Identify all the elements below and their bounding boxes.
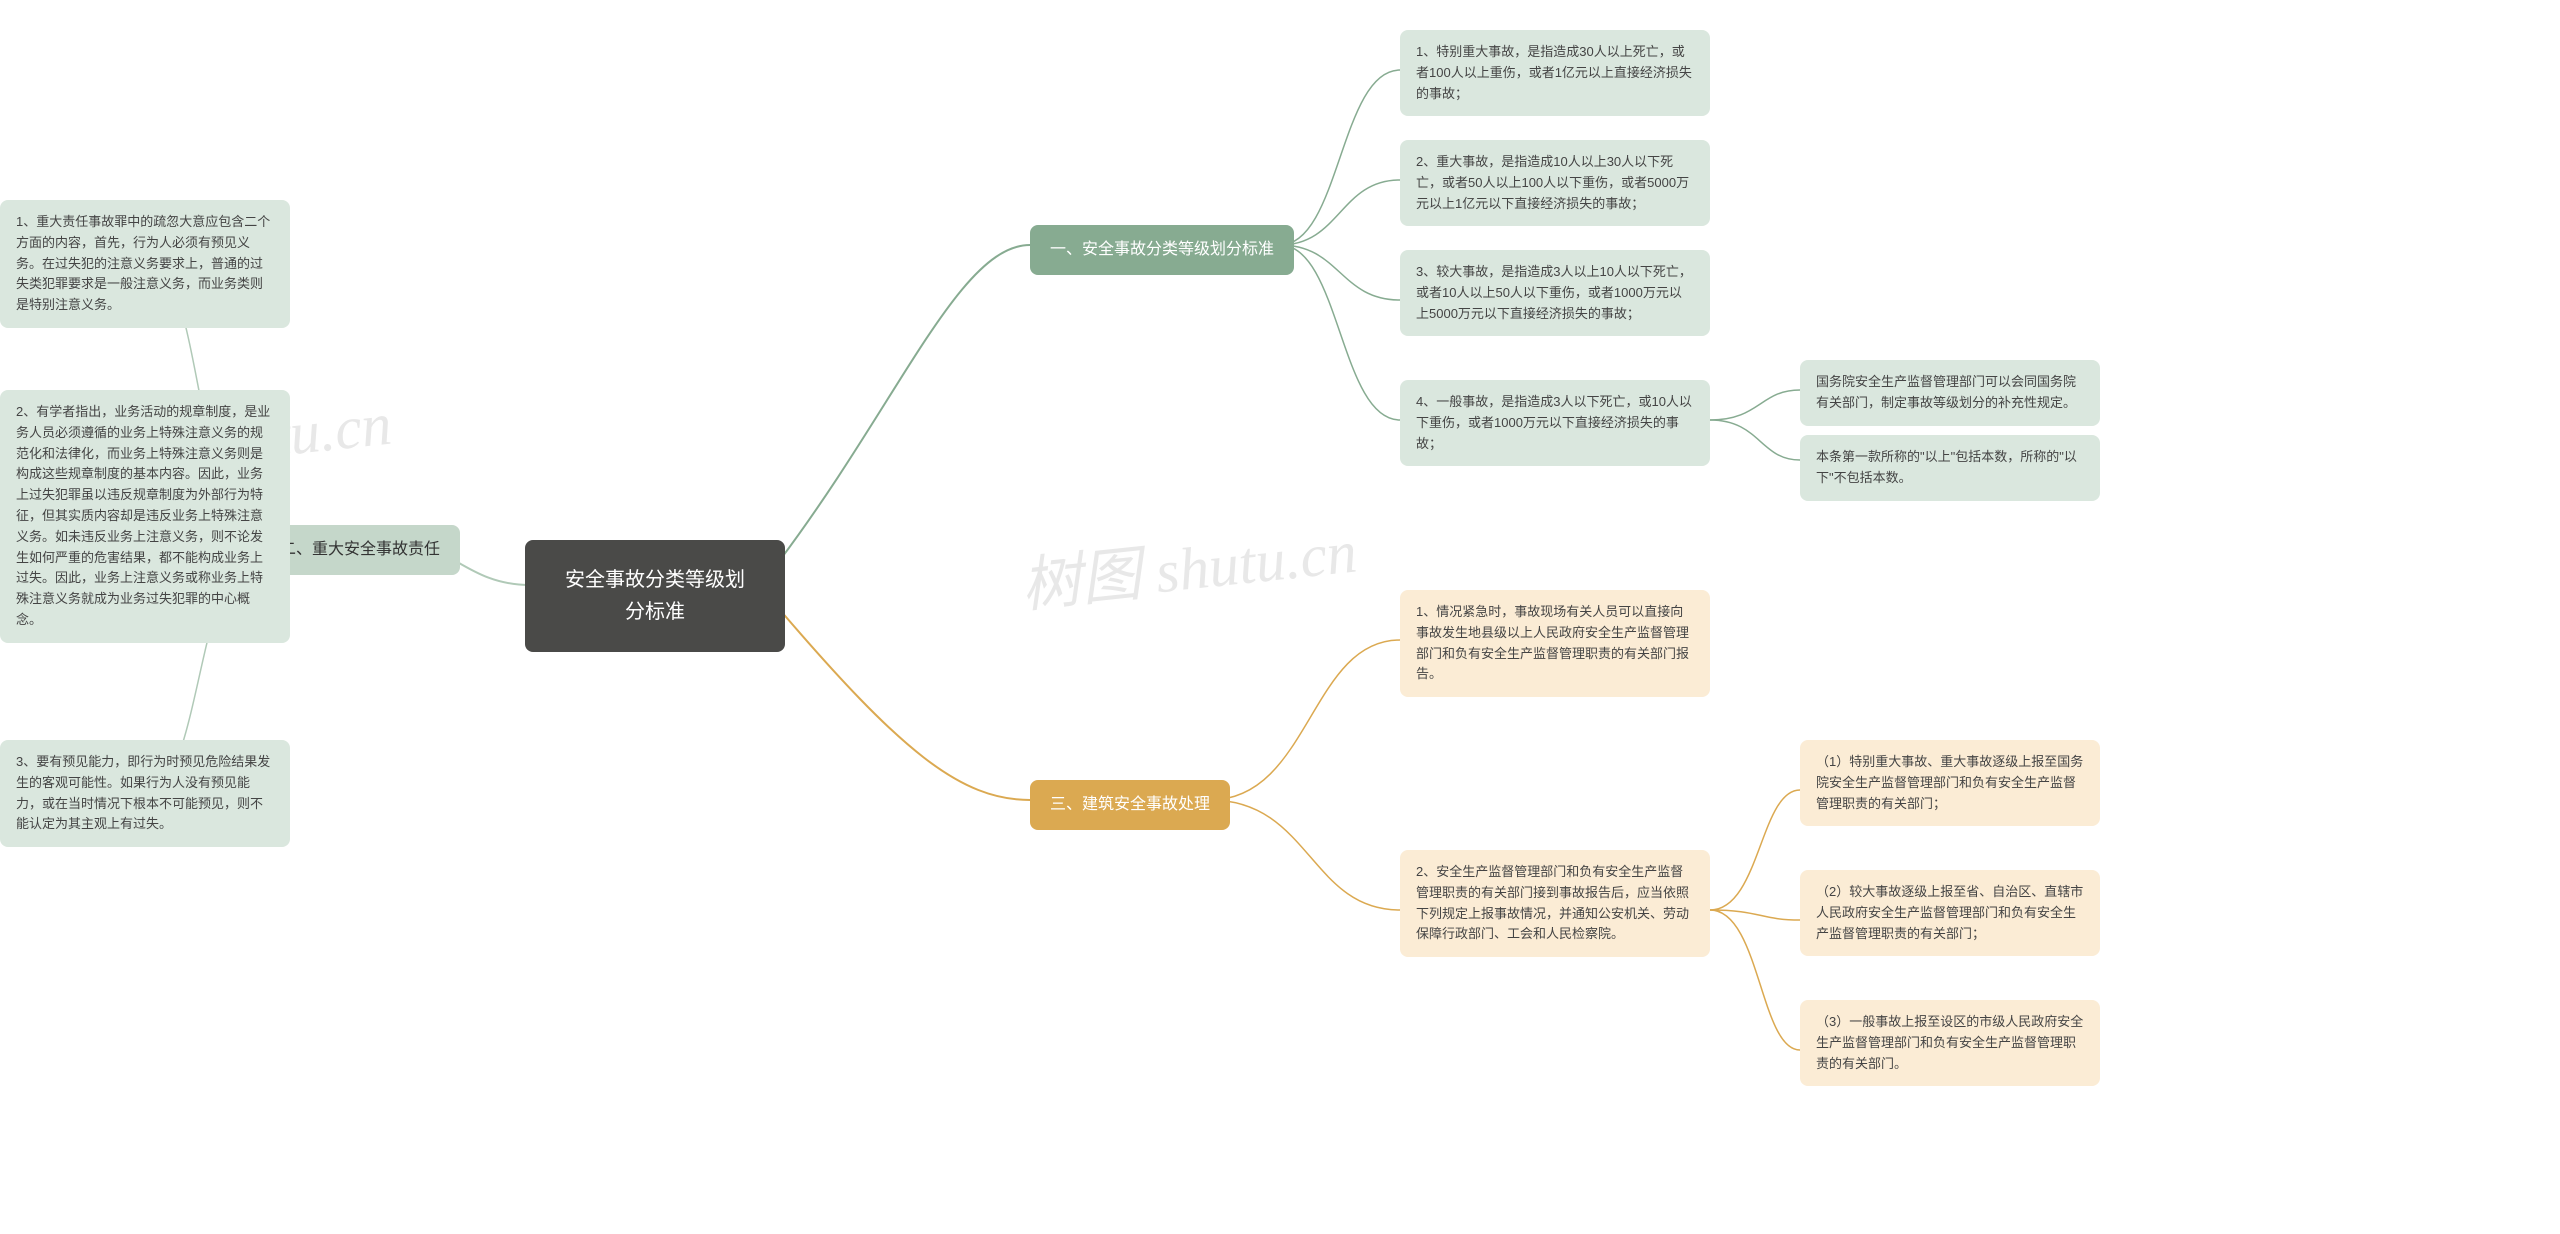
- leaf-node: 2、安全生产监督管理部门和负有安全生产监督管理职责的有关部门接到事故报告后，应当…: [1400, 850, 1710, 957]
- branch-node-1: 一、安全事故分类等级划分标准: [1030, 225, 1294, 275]
- leaf-node: 国务院安全生产监督管理部门可以会同国务院有关部门，制定事故等级划分的补充性规定。: [1800, 360, 2100, 426]
- leaf-node: 本条第一款所称的"以上"包括本数，所称的"以下"不包括本数。: [1800, 435, 2100, 501]
- connector-layer: [0, 0, 2560, 1234]
- leaf-node: （3）一般事故上报至设区的市级人民政府安全生产监督管理部门和负有安全生产监督管理…: [1800, 1000, 2100, 1086]
- branch-node-2: 二、重大安全事故责任: [260, 525, 460, 575]
- leaf-node: 3、较大事故，是指造成3人以上10人以下死亡，或者10人以上50人以下重伤，或者…: [1400, 250, 1710, 336]
- center-node: 安全事故分类等级划分标准: [525, 540, 785, 652]
- leaf-node: 2、有学者指出，业务活动的规章制度，是业务人员必须遵循的业务上特殊注意义务的规范…: [0, 390, 290, 643]
- leaf-node: 1、特别重大事故，是指造成30人以上死亡，或者100人以上重伤，或者1亿元以上直…: [1400, 30, 1710, 116]
- watermark: 树图 shutu.cn: [1016, 503, 1360, 625]
- branch-node-3: 三、建筑安全事故处理: [1030, 780, 1230, 830]
- leaf-node: （2）较大事故逐级上报至省、自治区、直辖市人民政府安全生产监督管理部门和负有安全…: [1800, 870, 2100, 956]
- leaf-node: 2、重大事故，是指造成10人以上30人以下死亡，或者50人以上100人以下重伤，…: [1400, 140, 1710, 226]
- leaf-node: （1）特别重大事故、重大事故逐级上报至国务院安全生产监督管理部门和负有安全生产监…: [1800, 740, 2100, 826]
- leaf-node: 1、重大责任事故罪中的疏忽大意应包含二个方面的内容，首先，行为人必须有预见义务。…: [0, 200, 290, 328]
- leaf-node: 4、一般事故，是指造成3人以下死亡，或10人以下重伤，或者1000万元以下直接经…: [1400, 380, 1710, 466]
- leaf-node: 3、要有预见能力，即行为时预见危险结果发生的客观可能性。如果行为人没有预见能力，…: [0, 740, 290, 847]
- leaf-node: 1、情况紧急时，事故现场有关人员可以直接向事故发生地县级以上人民政府安全生产监督…: [1400, 590, 1710, 697]
